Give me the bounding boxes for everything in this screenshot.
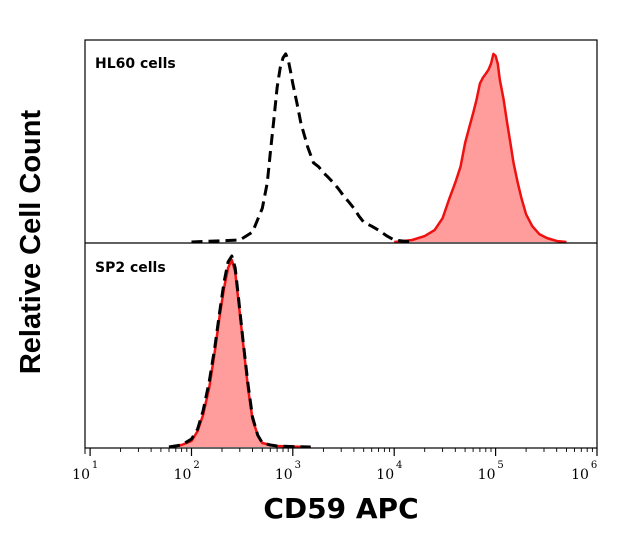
x-tick-exponent: 3: [295, 460, 301, 471]
sp2-series-layer: [168, 254, 311, 449]
x-tick-label: 10: [478, 467, 496, 483]
x-tick-exponent: 5: [497, 460, 503, 471]
x-tick-exponent: 4: [396, 460, 402, 471]
x-tick-exponent: 1: [92, 460, 98, 471]
x-tick-label: 10: [275, 467, 293, 483]
hl60-series-0-line: [191, 52, 413, 244]
hl60-series-1-line: [394, 52, 567, 244]
x-tick-label: 10: [174, 467, 192, 483]
panel-label-sp2: SP2 cells: [95, 260, 166, 276]
hl60-series-layer: [191, 52, 567, 244]
panel-sp2: SP2 cells: [95, 254, 311, 449]
x-tick-exponent: 6: [591, 460, 597, 471]
x-tick-label: 10: [72, 467, 90, 483]
panel-label-hl60: HL60 cells: [95, 56, 176, 72]
x-tick-label: 10: [571, 467, 589, 483]
x-axis-label: CD59 APC: [263, 492, 418, 525]
panel-hl60: HL60 cells: [95, 52, 567, 244]
sp2-series-1-area: [169, 259, 311, 447]
x-tick-exponent: 2: [193, 460, 199, 471]
hl60-series-1-area: [394, 53, 567, 243]
y-axis-label: Relative Cell Count: [15, 110, 47, 375]
x-tick-label: 10: [376, 467, 394, 483]
